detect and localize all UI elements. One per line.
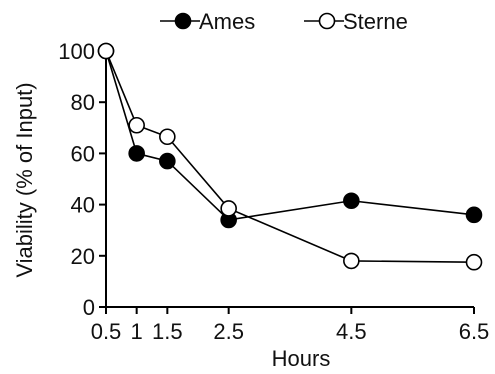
legend-label-ames: Ames	[199, 9, 255, 34]
data-point-ames	[343, 192, 360, 210]
series-layer	[97, 42, 483, 271]
x-tick-label: 1	[131, 319, 143, 344]
x-tick-label: 2.5	[213, 319, 244, 344]
data-point-sterne	[465, 253, 483, 271]
data-point-ames	[128, 145, 145, 162]
legend-label-sterne: Sterne	[343, 9, 408, 34]
x-tick-label: 6.5	[459, 319, 490, 344]
data-point-sterne	[220, 200, 237, 217]
y-tick-label: 100	[58, 39, 95, 64]
data-point-sterne	[97, 42, 115, 60]
series-line-sterne	[105, 50, 475, 263]
data-point-sterne	[128, 116, 145, 134]
legend-marker-ames	[174, 12, 192, 30]
x-tick-label: 0.5	[91, 319, 122, 344]
y-tick-label: 20	[71, 244, 95, 269]
legend-marker-sterne	[318, 12, 336, 30]
y-tick-label: 40	[71, 193, 95, 218]
x-axis-title: Hours	[272, 346, 331, 371]
data-point-ames	[159, 152, 176, 170]
y-axis-title: Viability (% of Input)	[12, 82, 37, 277]
data-point-ames	[465, 206, 483, 224]
legend: Ames Sterne	[160, 9, 408, 34]
axes: 0 20 40 60 80 100 0.5 1 1.5 2.5 4.5 6.5	[58, 39, 489, 344]
data-point-sterne	[159, 128, 176, 146]
y-tick-label: 80	[71, 90, 95, 115]
series-line-ames	[105, 50, 475, 221]
data-point-sterne	[343, 252, 360, 270]
x-tick-label: 4.5	[336, 319, 367, 344]
y-tick-label: 0	[83, 295, 95, 320]
y-tick-label: 60	[71, 141, 95, 166]
x-tick-label: 1.5	[152, 319, 183, 344]
